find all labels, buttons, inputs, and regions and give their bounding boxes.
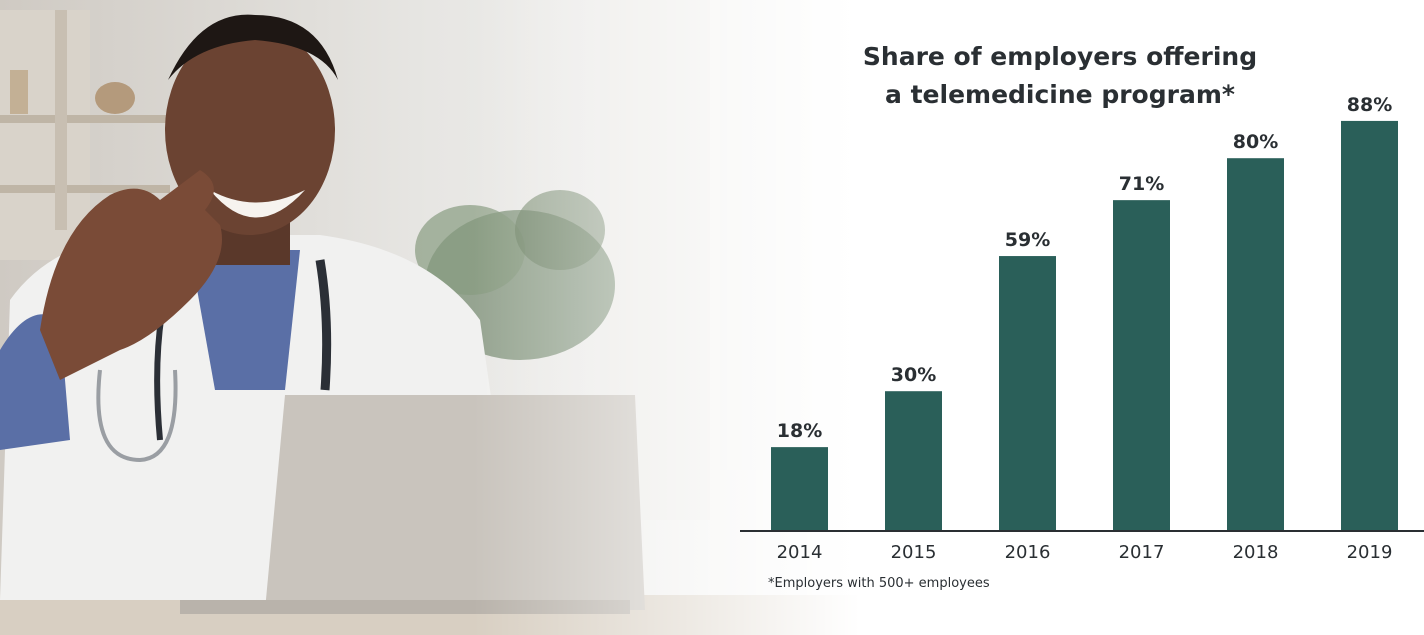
chart-title-line-2: a telemedicine program* xyxy=(885,80,1235,109)
chart-footnote: *Employers with 500+ employees xyxy=(768,576,990,591)
x-tick-label-2016: 2016 xyxy=(1005,542,1051,563)
bar-2019 xyxy=(1341,120,1398,532)
bar-value-label-2016: 59% xyxy=(1005,229,1050,251)
bar-2014 xyxy=(771,447,828,531)
bar-value-label-2017: 71% xyxy=(1119,173,1164,195)
doctor-waving-photo xyxy=(0,0,860,635)
bar-chart: Share of employers offering a telemedici… xyxy=(740,42,1424,591)
chart-title-line-1: Share of employers offering xyxy=(863,42,1257,71)
bar-2015 xyxy=(885,391,942,531)
bar-2017 xyxy=(1113,200,1170,531)
x-tick-label-2019: 2019 xyxy=(1347,542,1393,563)
x-tick-label-2017: 2017 xyxy=(1119,542,1165,563)
bar-value-label-2015: 30% xyxy=(891,364,936,386)
bar-2018 xyxy=(1227,158,1284,531)
bar-2016 xyxy=(999,256,1056,531)
x-tick-label-2014: 2014 xyxy=(777,542,823,563)
x-tick-label-2018: 2018 xyxy=(1233,542,1279,563)
bar-value-label-2014: 18% xyxy=(777,420,822,442)
bar-value-label-2018: 80% xyxy=(1233,131,1278,153)
bar-value-label-2019: 88% xyxy=(1347,94,1392,116)
x-tick-label-2015: 2015 xyxy=(891,542,937,563)
